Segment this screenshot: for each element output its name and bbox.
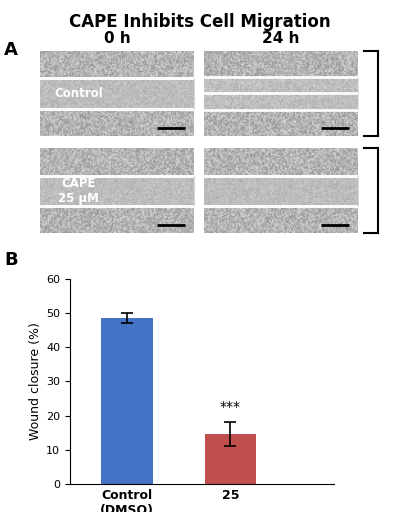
Text: CAPE Inhibits Cell Migration: CAPE Inhibits Cell Migration xyxy=(69,13,331,31)
Text: ***: *** xyxy=(220,400,241,414)
Text: Control: Control xyxy=(54,87,103,100)
Y-axis label: Wound closure (%): Wound closure (%) xyxy=(29,323,42,440)
Text: 0 h: 0 h xyxy=(104,31,130,46)
Text: 24 h: 24 h xyxy=(262,31,300,46)
Bar xyxy=(101,318,153,484)
Text: A: A xyxy=(4,41,18,59)
Bar xyxy=(204,434,256,484)
Text: CAPE
25 μM: CAPE 25 μM xyxy=(58,177,99,205)
Text: B: B xyxy=(4,251,18,269)
